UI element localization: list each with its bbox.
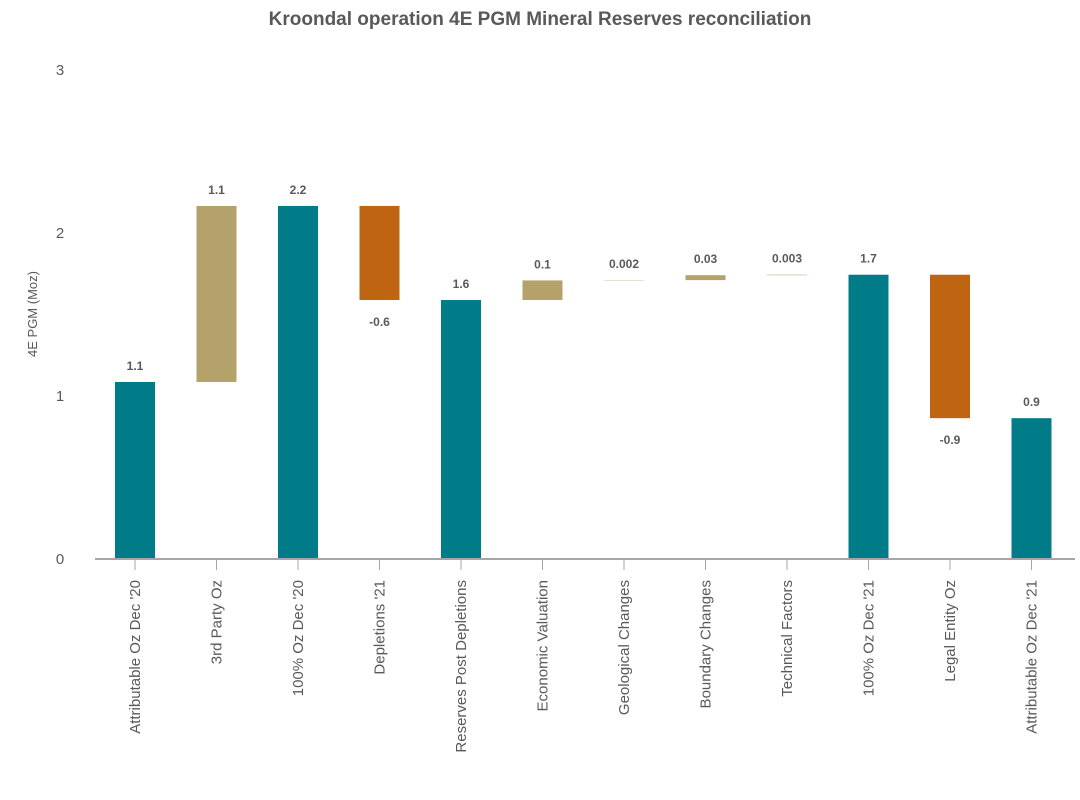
bar-total [441,299,481,559]
x-category-label: Geological Changes [616,580,633,715]
bar-total [278,205,318,559]
data-label: 0.1 [534,257,551,271]
data-label: 1.1 [208,183,225,197]
bar-increase [196,205,237,382]
x-category-label: Depletions '21 [372,580,389,675]
x-category-label: 100% Oz Dec '21 [861,580,878,696]
data-label: 1.7 [860,252,877,266]
x-category-label: 100% Oz Dec '20 [290,580,307,696]
x-category-label: Attributable Oz Dec '21 [1024,580,1041,734]
bar-total [1011,418,1052,559]
x-category-label: Boundary Changes [698,580,715,708]
x-category-label: Legal Entity Oz [942,580,959,682]
x-category-label: Technical Factors [779,580,796,697]
x-category-label: Economic Valuation [535,580,552,711]
y-axis-label: 4E PGM (Moz) [25,271,40,357]
x-category-label: 3rd Party Oz [209,580,226,664]
y-tick-label: 0 [56,551,64,568]
y-tick-label: 1 [56,388,64,405]
bar-increase [522,280,563,300]
data-label: 1.6 [453,277,470,291]
data-label: 1.1 [127,359,144,373]
data-label: 0.002 [609,257,639,271]
data-label: -0.6 [369,315,390,329]
y-tick-label: 2 [56,225,64,242]
y-tick-label: 3 [56,62,64,79]
bar-decrease [359,205,400,300]
bar-increase [685,275,726,281]
data-label: -0.9 [940,433,961,447]
data-label: 2.2 [290,183,307,197]
bar-decrease [930,274,970,419]
x-category-label: Attributable Oz Dec '20 [127,580,144,734]
data-label: 0.003 [772,252,802,266]
chart-title: Kroondal operation 4E PGM Mineral Reserv… [269,9,812,30]
data-label: 0.03 [694,252,718,266]
bar-total [115,381,155,559]
bar-total [848,274,889,559]
data-label: 0.9 [1023,395,1040,409]
x-category-label: Reserves Post Depletions [453,580,470,753]
